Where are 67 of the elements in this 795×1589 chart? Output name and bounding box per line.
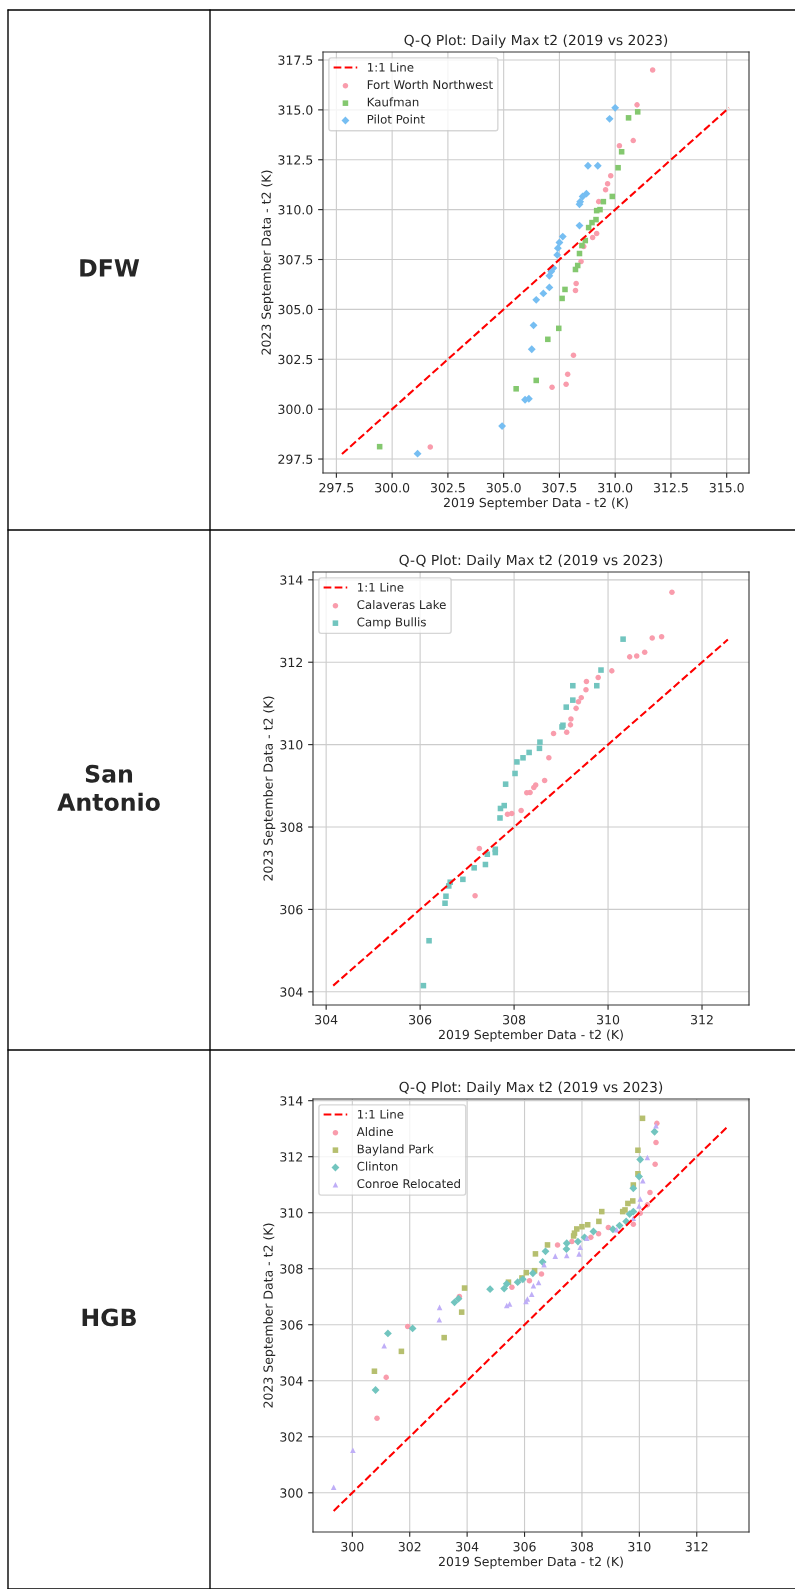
y-tick-label: 314 <box>280 575 303 585</box>
legend-label: Calaveras Lake <box>357 599 446 610</box>
y-tick-label: 306 <box>280 1320 303 1330</box>
x-tick-label: 306 <box>513 1541 536 1552</box>
y-axis-title: 2023 September Data - t2 (K) <box>261 170 274 355</box>
chart-title: Q-Q Plot: Daily Max t2 (2019 vs 2023) <box>399 554 663 568</box>
text: San Antonio <box>57 764 160 811</box>
x-tick-label: 310 <box>628 1541 651 1552</box>
legend-label: 1:1 Line <box>357 582 404 592</box>
y-tick-label: 312 <box>280 657 303 668</box>
x-tick-label: 315.0 <box>709 482 744 493</box>
x-tick-label: 308 <box>570 1541 594 1552</box>
legend-label: Bayland Park <box>357 1144 434 1156</box>
legend-label: 1:1 Line <box>357 1109 404 1119</box>
y-tick-label: 302 <box>280 1432 303 1442</box>
y-tick-label: 312.5 <box>278 155 313 165</box>
x-axis-title: 2019 September Data - t2 (K) <box>438 1029 623 1042</box>
y-tick-label: 310.0 <box>278 205 313 215</box>
text: HGB <box>82 1308 136 1327</box>
x-tick-label: 297.5 <box>319 482 354 493</box>
y-tick-label: 314 <box>280 1096 303 1106</box>
legend-label: Camp Bullis <box>357 617 426 629</box>
x-tick-label: 312 <box>691 1014 713 1025</box>
legend-label: 1:1 Line <box>367 62 414 72</box>
legend-label: Conroe Relocated <box>357 1178 460 1189</box>
legend-label: Aldine <box>356 1126 393 1137</box>
x-tick-label: 310 <box>597 1014 620 1025</box>
y-tick-label: 300.0 <box>278 404 313 415</box>
y-tick-label: 304 <box>280 987 303 997</box>
legend-label: Fort Worth Northwest <box>367 79 493 90</box>
y-tick-label: 297.5 <box>278 454 313 464</box>
y-tick-label: 304 <box>280 1376 303 1386</box>
x-tick-label: 300 <box>341 1541 364 1552</box>
x-tick-label: 308 <box>503 1014 526 1025</box>
x-tick-label: 306 <box>409 1014 432 1025</box>
y-tick-label: 312 <box>280 1152 303 1162</box>
x-tick-label: 305.0 <box>486 482 521 493</box>
chart-title: Q-Q Plot: Daily Max t2 (2019 vs 2023) <box>399 1081 663 1095</box>
y-tick-label: 308 <box>280 1264 303 1274</box>
legend-label: Clinton <box>357 1161 398 1171</box>
y-tick-label: 308 <box>280 822 303 832</box>
chart-title: Q-Q Plot: Daily Max t2 (2019 vs 2023) <box>404 34 668 48</box>
x-tick-label: 304 <box>315 1014 338 1025</box>
legend-label: Pilot Point <box>367 114 425 124</box>
y-tick-label: 306 <box>280 904 303 915</box>
x-tick-label: 304 <box>456 1541 479 1552</box>
y-tick-label: 305.0 <box>278 304 313 315</box>
x-tick-label: 312 <box>685 1541 708 1552</box>
y-axis-title: 2023 September Data - t2 (K) <box>263 1223 276 1408</box>
legend-label: Kaufman <box>367 97 419 107</box>
y-tick-label: 307.5 <box>278 254 313 265</box>
y-tick-label: 300 <box>280 1488 303 1498</box>
y-tick-label: 302.5 <box>278 354 313 365</box>
y-tick-label: 315.0 <box>278 105 313 115</box>
y-tick-label: 310 <box>280 740 303 750</box>
x-axis-title: 2019 September Data - t2 (K) <box>443 497 628 510</box>
y-tick-label: 310 <box>280 1208 303 1218</box>
x-tick-label: 312.5 <box>654 482 688 493</box>
x-tick-label: 310.0 <box>598 482 633 493</box>
x-axis-title: 2019 September Data - t2 (K) <box>438 1556 623 1569</box>
x-tick-label: 300.0 <box>375 482 410 493</box>
y-tick-label: 317.5 <box>278 55 313 65</box>
x-tick-label: 302.5 <box>430 482 465 493</box>
y-axis-title: 2023 September Data - t2 (K) <box>263 696 276 881</box>
x-tick-label: 307.5 <box>542 482 577 493</box>
x-tick-label: 302 <box>398 1541 421 1552</box>
text: DFW <box>80 259 140 277</box>
